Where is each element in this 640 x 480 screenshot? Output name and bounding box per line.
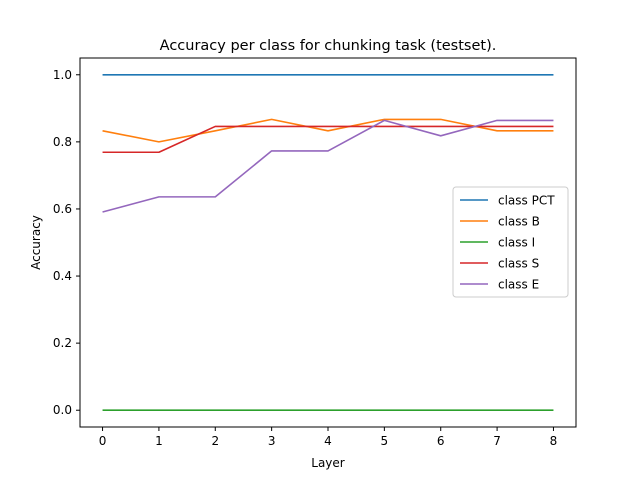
- x-axis-label: Layer: [311, 456, 345, 470]
- legend-box: [452, 186, 569, 298]
- x-tick-label: 0: [99, 434, 107, 448]
- y-tick-label: 0.0: [53, 403, 72, 417]
- series-line-class-e: [102, 119, 554, 213]
- axis-ticks: 0 1 2 3 4 5 6 7 8 0.0 0.2 0.4 0.6 0.8 1.0: [53, 68, 557, 448]
- y-tick-label: 0.2: [53, 336, 72, 350]
- x-tick-label: 7: [493, 434, 501, 448]
- legend-label: class E: [498, 278, 539, 292]
- legend-label: class I: [498, 236, 535, 250]
- plot-area: [102, 73, 554, 412]
- y-tick-label: 0.6: [53, 202, 72, 216]
- x-tick-label: 8: [550, 434, 558, 448]
- x-tick-label: 4: [324, 434, 332, 448]
- y-axis-label: Accuracy: [29, 215, 43, 270]
- x-tick-label: 3: [268, 434, 276, 448]
- legend-label: class S: [498, 257, 539, 271]
- x-tick-label: 6: [437, 434, 445, 448]
- series-line-class-s: [102, 125, 554, 154]
- legend: class PCT class B class I class S class E: [452, 186, 569, 298]
- legend-label: class B: [498, 215, 540, 229]
- y-tick-label: 1.0: [53, 68, 72, 82]
- y-tick-label: 0.4: [53, 269, 72, 283]
- chart-title: Accuracy per class for chunking task (te…: [160, 38, 497, 54]
- x-tick-label: 1: [155, 434, 163, 448]
- y-tick-label: 0.8: [53, 135, 72, 149]
- x-tick-label: 5: [381, 434, 389, 448]
- x-tick-label: 2: [211, 434, 219, 448]
- legend-label: class PCT: [498, 194, 555, 208]
